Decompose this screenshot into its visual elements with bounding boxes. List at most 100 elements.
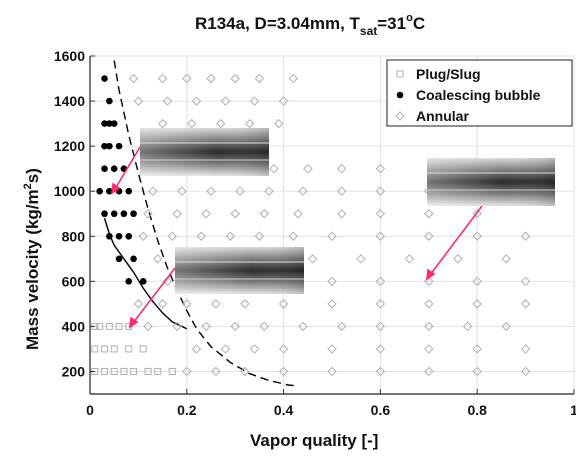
y-axis-label-main: Mass velocity (kg/m	[23, 189, 42, 350]
point-annular	[472, 299, 482, 309]
point-coalescing-bubble	[101, 165, 108, 172]
y-tick-label: 200	[62, 363, 86, 379]
y-tick-label: 800	[62, 228, 86, 244]
point-coalescing-bubble	[110, 165, 118, 172]
y-tick-label: 1400	[54, 93, 85, 109]
point-annular	[230, 321, 240, 332]
point-annular	[162, 276, 173, 287]
chart-title-tail: =31	[377, 14, 406, 33]
legend-label-plug-slug: Plug/Slug	[416, 66, 481, 82]
chart-title-main: R134a, D=3.04mm, T	[195, 14, 361, 33]
point-annular	[404, 254, 415, 264]
legend: Plug/Slug Coalescing bubble Annular	[386, 59, 573, 127]
arrow-annular	[429, 205, 483, 276]
point-annular	[220, 96, 231, 106]
point-annular	[196, 231, 207, 241]
point-annular	[278, 344, 289, 354]
point-coalescing-bubble	[106, 97, 113, 105]
point-annular	[375, 276, 386, 287]
point-annular	[157, 73, 168, 84]
point-annular	[254, 231, 265, 241]
point-coalescing-bubble	[115, 142, 123, 150]
legend-label-coalescing-bubble: Coalescing bubble	[416, 87, 541, 103]
point-annular	[424, 209, 434, 219]
point-annular	[375, 344, 386, 354]
point-annular	[520, 299, 531, 309]
point-annular	[375, 321, 386, 332]
point-annular	[327, 299, 337, 309]
y-tick-label: 1200	[54, 138, 85, 154]
photo-plug-slug	[175, 247, 304, 294]
x-tick-label: 1	[570, 402, 576, 418]
point-coalescing-bubble	[106, 120, 113, 127]
point-annular	[307, 254, 318, 264]
point-annular	[520, 276, 531, 287]
point-coalescing-bubble	[115, 232, 123, 240]
point-annular	[293, 209, 303, 219]
point-annular	[303, 163, 313, 174]
point-annular	[278, 366, 289, 377]
axes: 0 0.2 0.4 0.6 0.8 120040060080010001200140016…	[54, 48, 576, 418]
point-annular	[424, 344, 434, 354]
point-coalescing-bubble	[101, 75, 108, 82]
arrowhead-coalescing-bubble	[111, 182, 121, 195]
point-annular	[172, 209, 182, 219]
point-annular	[249, 344, 260, 354]
y-tick-label: 1000	[54, 183, 85, 199]
arrowhead-annular	[426, 268, 436, 281]
point-annular	[375, 366, 386, 377]
point-annular	[249, 96, 260, 106]
point-plug-slug	[110, 367, 118, 375]
point-annular	[157, 299, 168, 309]
point-annular	[167, 231, 177, 241]
point-plug-slug	[91, 345, 99, 353]
point-annular	[128, 73, 139, 84]
y-axis-label: Mass velocity (kg/m2s)	[22, 168, 42, 350]
point-annular	[288, 231, 298, 241]
point-annular	[230, 209, 240, 219]
point-plug-slug	[120, 367, 128, 375]
flow-photos	[111, 128, 555, 329]
point-annular	[278, 96, 289, 106]
point-annular	[274, 118, 284, 129]
point-coalescing-bubble	[115, 255, 123, 263]
point-coalescing-bubble	[101, 120, 108, 127]
point-annular	[472, 231, 482, 241]
point-annular	[462, 321, 473, 332]
point-plug-slug	[139, 345, 147, 353]
point-coalescing-bubble	[106, 232, 113, 240]
point-annular	[211, 299, 221, 309]
point-annular	[472, 344, 482, 354]
point-annular	[254, 73, 265, 84]
point-annular	[143, 321, 153, 332]
point-annular	[143, 209, 153, 219]
chart-title-degree: o	[406, 12, 413, 24]
point-plug-slug	[96, 322, 104, 330]
point-annular	[259, 209, 269, 219]
y-tick-label: 400	[62, 318, 86, 334]
point-annular	[424, 299, 434, 309]
point-annular	[240, 366, 250, 377]
point-coalescing-bubble	[96, 187, 103, 195]
point-plug-slug	[154, 367, 162, 375]
point-annular	[133, 299, 144, 309]
point-annular	[520, 231, 531, 241]
point-annular	[375, 186, 386, 196]
x-tick-label: 0	[86, 402, 94, 418]
arrow-plug-slug	[132, 267, 176, 324]
point-annular	[206, 73, 216, 84]
point-annular	[327, 344, 337, 354]
point-coalescing-bubble	[125, 232, 133, 240]
photo-coalescing-bubble	[140, 128, 269, 176]
point-annular	[501, 254, 511, 264]
point-annular	[240, 299, 250, 309]
point-annular	[235, 186, 245, 196]
point-annular	[424, 231, 434, 241]
point-annular	[501, 321, 511, 332]
point-annular	[472, 366, 482, 377]
point-annular	[191, 344, 202, 354]
photo-arrows	[111, 146, 483, 329]
y-tick-label: 1600	[54, 48, 85, 64]
point-annular	[148, 186, 158, 196]
point-coalescing-bubble	[125, 278, 133, 285]
